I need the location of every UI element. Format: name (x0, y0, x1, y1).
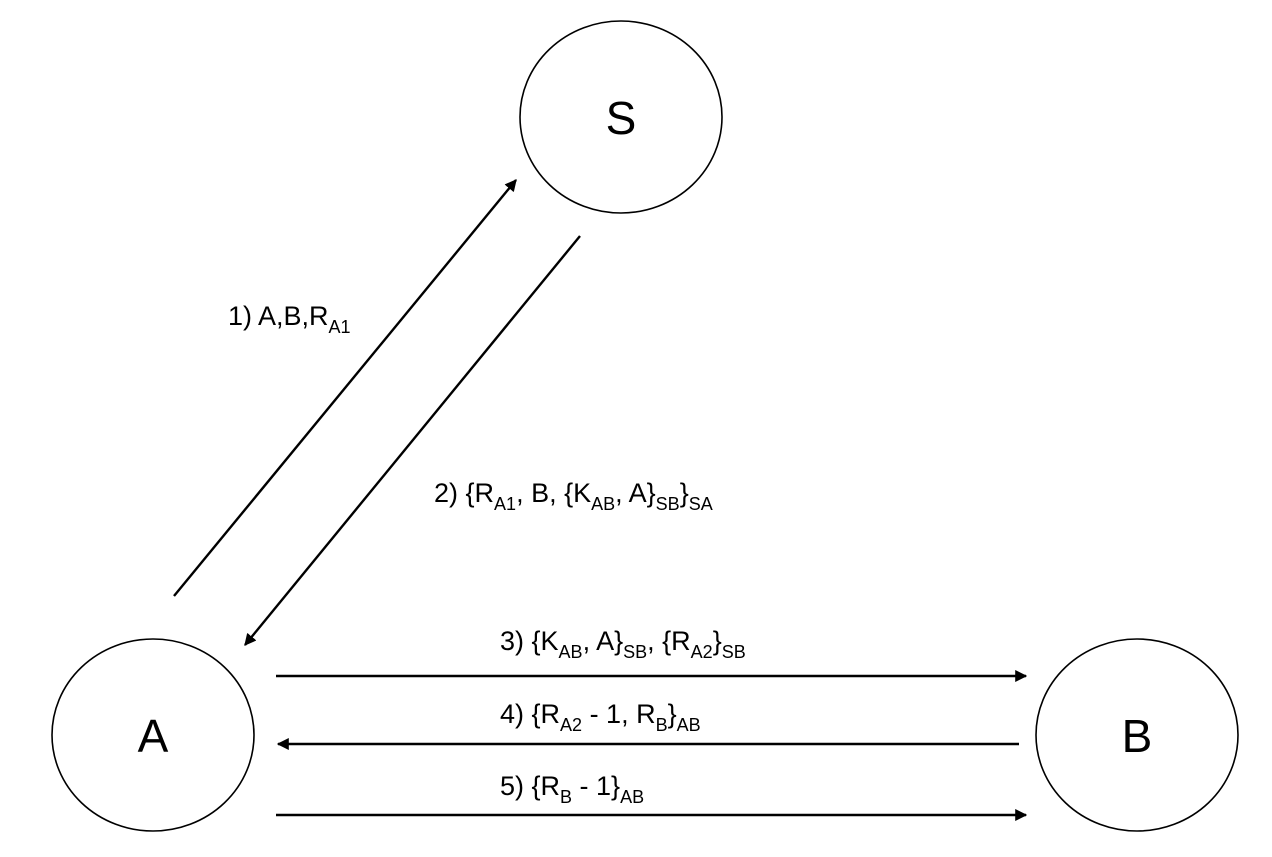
msg-2-subscript: A1 (494, 494, 516, 514)
msg-3-text: , {R (647, 626, 691, 656)
msg-3-subscript: SB (722, 642, 746, 662)
msg-2-label: 2) {RA1, B, {KAB, A}SB}SA (434, 478, 713, 514)
msg-3-text: 3) {K (500, 626, 559, 656)
msg-2-subscript: SB (656, 494, 680, 514)
msg-2-subscript: SA (689, 494, 713, 514)
msg-4-subscript: AB (677, 715, 701, 735)
msg-3-subscript: AB (559, 642, 583, 662)
node-s: S (519, 20, 723, 214)
arrow-msg-2 (244, 235, 581, 646)
msg-2-subscript: AB (591, 494, 615, 514)
node-a-label: A (138, 710, 169, 762)
msg-5-label: 5) {RB - 1}AB (500, 771, 644, 807)
msg-2-text: , A} (615, 478, 656, 508)
msg-1-text: 1) A,B,R (228, 301, 329, 331)
msg-4-subscript: B (656, 715, 668, 735)
msg-4-text: - 1, R (582, 699, 656, 729)
node-b-label: B (1122, 710, 1153, 762)
node-s-label: S (606, 92, 637, 144)
msg-4-label: 4) {RA2 - 1, RB}AB (500, 699, 701, 735)
msg-3-text: } (713, 626, 722, 656)
msg-2-text: , B, {K (516, 478, 591, 508)
msg-3-subscript: A2 (691, 642, 713, 662)
msg-4-subscript: A2 (560, 715, 582, 735)
msg-1-subscript: A1 (329, 317, 351, 337)
msg-1-label: 1) A,B,RA1 (228, 301, 351, 337)
msg-3-text: , A} (583, 626, 624, 656)
msg-2-text: } (680, 478, 689, 508)
msg-4-text: } (668, 699, 677, 729)
arrow-msg-1 (173, 179, 517, 597)
msg-3-subscript: SB (623, 642, 647, 662)
msg-5-subscript: B (560, 787, 572, 807)
node-b: B (1035, 638, 1239, 832)
msg-5-text: 5) {R (500, 771, 560, 801)
msg-3-label: 3) {KAB, A}SB, {RA2}SB (500, 626, 746, 662)
msg-4-text: 4) {R (500, 699, 560, 729)
msg-5-subscript: AB (620, 787, 644, 807)
msg-5-text: - 1} (572, 771, 620, 801)
msg-2-text: 2) {R (434, 478, 494, 508)
node-a: A (51, 638, 255, 832)
